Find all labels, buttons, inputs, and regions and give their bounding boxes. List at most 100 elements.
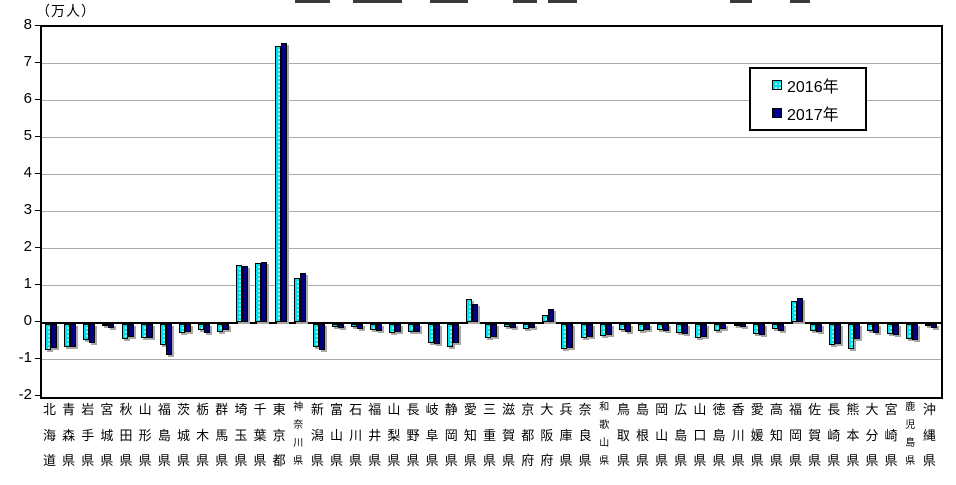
bar-2017-24 — [491, 324, 497, 337]
bar-2017-1 — [51, 324, 57, 348]
bar-2016-18 — [370, 324, 376, 330]
bar-2016-40 — [791, 301, 797, 322]
x-axis-label-char: 愛 — [750, 402, 764, 417]
bar-2017-32 — [644, 324, 650, 330]
y-axis-label: 3 — [23, 201, 32, 218]
x-axis-label-char: 新 — [310, 402, 324, 417]
x-axis-label-char: 歌 — [599, 420, 610, 431]
legend: 2016年 2017年 — [749, 67, 867, 131]
gridline — [42, 359, 941, 360]
x-axis-label-char: 県 — [922, 453, 936, 468]
x-axis-label: 鳥取県 — [614, 403, 633, 467]
bar-2016-13 — [275, 46, 281, 322]
x-axis-label-char: 崎 — [827, 427, 841, 443]
x-axis-label-char: 根 — [636, 427, 650, 443]
gridline — [42, 211, 941, 212]
bar-2016-1 — [45, 324, 51, 350]
x-axis-label-char: 県 — [655, 453, 669, 468]
x-axis-label-char: 和 — [599, 402, 610, 413]
x-axis-label-char: 県 — [215, 453, 229, 468]
cropped-text-artifact — [513, 0, 537, 3]
x-axis-label-char: 川 — [349, 427, 363, 443]
x-axis-label: 鹿児島県 — [901, 403, 920, 467]
bar-2017-42 — [835, 324, 841, 344]
x-axis-label-char: 島 — [905, 438, 916, 449]
x-axis-label-char: 潟 — [310, 427, 324, 443]
y-axis-label: 8 — [23, 16, 32, 33]
bar-2016-19 — [389, 324, 395, 333]
x-axis-label: 千葉県 — [250, 403, 269, 467]
x-axis-label-char: 森 — [62, 427, 76, 443]
cropped-text-artifact — [548, 0, 577, 3]
bar-2016-4 — [102, 324, 108, 326]
x-axis-label: 高知県 — [767, 403, 786, 467]
bar-2017-43 — [854, 324, 860, 339]
gridline — [42, 63, 941, 64]
x-axis-label-char: 田 — [119, 427, 133, 443]
x-axis-label-char: 県 — [578, 453, 592, 468]
x-axis-label: 大分県 — [862, 403, 881, 467]
x-axis-label-char: 崎 — [884, 427, 898, 443]
x-axis-label-char: 県 — [846, 453, 860, 468]
x-axis-label-char: 道 — [43, 453, 57, 468]
legend-label-2017: 2017年 — [787, 107, 839, 124]
x-axis-label: 山口県 — [690, 403, 709, 467]
y-axis-tick — [35, 395, 40, 396]
x-axis-label-char: 岡 — [655, 402, 669, 417]
bar-2017-22 — [453, 324, 459, 343]
x-axis-label-char: 県 — [81, 453, 95, 468]
x-axis-label-char: 県 — [157, 453, 171, 468]
x-axis-label-char: 県 — [406, 453, 420, 468]
x-axis-label-char: 鳥 — [616, 402, 630, 417]
y-axis-label: 5 — [23, 127, 32, 144]
x-axis-label-char: 青 — [62, 402, 76, 417]
x-axis-label-char: 岡 — [444, 427, 458, 443]
x-axis-label: 長崎県 — [824, 403, 843, 467]
bar-2016-45 — [887, 324, 893, 334]
x-axis-label: 福岡県 — [786, 403, 805, 467]
x-axis-label: 北海道 — [40, 403, 59, 467]
bar-2016-43 — [848, 324, 854, 349]
bar-2017-37 — [740, 324, 746, 327]
x-axis-label-char: 福 — [157, 402, 171, 417]
x-axis-label-char: 県 — [905, 456, 916, 467]
bar-2017-47 — [931, 324, 937, 328]
bar-2017-45 — [893, 324, 899, 335]
x-axis-label: 岐阜県 — [423, 403, 442, 467]
x-axis-label-char: 縄 — [922, 427, 936, 443]
x-axis-label: 沖縄県 — [920, 403, 939, 467]
x-axis-label-char: 岡 — [789, 427, 803, 443]
bar-2017-4 — [108, 324, 114, 328]
gridline — [42, 137, 941, 138]
bar-2016-20 — [408, 324, 414, 332]
x-axis-label: 山形県 — [136, 403, 155, 467]
x-axis-label-char: 沖 — [922, 402, 936, 417]
bar-2016-8 — [179, 324, 185, 333]
x-axis-label-char: 川 — [731, 427, 745, 443]
x-axis-label-char: 大 — [540, 402, 554, 417]
y-axis-tick — [35, 99, 40, 100]
bar-2017-46 — [912, 324, 918, 340]
x-axis-label-char: 高 — [769, 402, 783, 417]
x-axis-label-char: 静 — [444, 402, 458, 417]
x-axis-label: 大阪府 — [537, 403, 556, 467]
x-axis-label-char: 福 — [368, 402, 382, 417]
y-axis-tick — [35, 321, 40, 322]
bar-2017-44 — [873, 324, 879, 333]
bar-2016-31 — [619, 324, 625, 330]
x-axis-label-char: 岐 — [425, 402, 439, 417]
x-axis-label: 愛知県 — [461, 403, 480, 467]
bar-2017-35 — [701, 324, 707, 337]
y-axis-tick — [35, 247, 40, 248]
bar-2016-32 — [638, 324, 644, 331]
bar-2016-33 — [657, 324, 663, 330]
bar-2016-10 — [217, 324, 223, 332]
y-axis-label: 1 — [23, 275, 32, 292]
x-axis-label-char: 岩 — [81, 402, 95, 417]
bar-2017-18 — [376, 324, 382, 331]
y-axis-tick — [35, 25, 40, 26]
x-axis-label-char: 県 — [865, 453, 879, 468]
x-axis-label-char: 梨 — [387, 427, 401, 443]
bar-2017-11 — [242, 266, 248, 322]
x-axis-label-char: 阜 — [425, 427, 439, 443]
